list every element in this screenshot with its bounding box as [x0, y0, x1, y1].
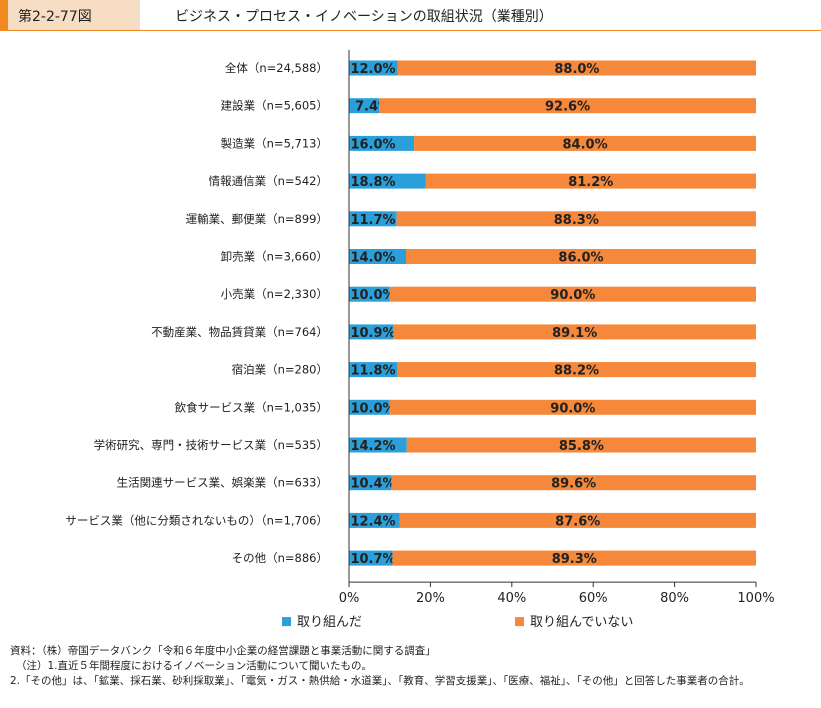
- bar-value-label-done: 10.7%: [350, 552, 395, 567]
- bar-segment-done: [349, 98, 380, 114]
- category-label: 運輸業、郵便業（n=899）: [186, 212, 328, 226]
- bar-segment-done: [349, 249, 406, 264]
- category-label: 学術研究、専門・技術サービス業（n=535）: [94, 438, 328, 452]
- bar-value-label-not-done: 81.2%: [568, 175, 613, 190]
- bar-segment-not-done: [389, 399, 756, 415]
- bar-value-label-not-done: 89.3%: [552, 552, 597, 567]
- bar-segment-done: [349, 512, 400, 528]
- bar-segment-not-done: [405, 249, 756, 264]
- bar-value-label-done: 12.0%: [350, 62, 395, 77]
- legend-swatch: [515, 617, 524, 627]
- bar-value-label-not-done: 89.6%: [551, 477, 596, 492]
- chart-notes: 資料：（株）帝国データバンク「令和６年度中小企業の経営課題と事業活動に関する調査…: [10, 644, 815, 689]
- category-label: 宿泊業（n=280）: [232, 363, 328, 377]
- category-label: 製造業（n=5,713）: [221, 136, 328, 150]
- bar-value-label-done: 18.8%: [350, 175, 395, 190]
- bar-segment-not-done: [393, 324, 756, 340]
- bar-segment-done: [349, 211, 397, 227]
- bar-segment-not-done: [391, 475, 756, 491]
- bar-value-label-done: 10.4%: [350, 477, 395, 492]
- x-tick-label: 0%: [339, 591, 360, 606]
- bar-segment-not-done: [425, 173, 756, 189]
- bar-value-label-done: 12.4%: [350, 514, 395, 529]
- bar-segment-not-done: [389, 286, 756, 302]
- bar-value-label-not-done: 88.2%: [554, 364, 599, 379]
- bar-segment-done: [349, 437, 407, 453]
- bar-segment-done: [349, 135, 415, 151]
- bar-value-label-not-done: 86.0%: [558, 251, 603, 266]
- bar-value-label-not-done: 88.3%: [554, 213, 599, 228]
- bar-value-label-done: 10.0%: [350, 288, 395, 303]
- bar-value-label-done: 10.0%: [350, 401, 395, 416]
- bar-value-label-done: 16.0%: [350, 137, 395, 152]
- bar-segment-done: [349, 60, 398, 76]
- category-label: 飲食サービス業（n=1,035）: [175, 400, 328, 414]
- category-label: 不動産業、物品賃貸業（n=764）: [151, 325, 328, 339]
- bar-value-label-done: 14.2%: [350, 439, 395, 454]
- source-note: 資料：（株）帝国データバンク「令和６年度中小企業の経営課題と事業活動に関する調査…: [10, 645, 436, 657]
- bar-value-label-not-done: 92.6%: [545, 100, 590, 115]
- category-label: 全体（n=24,588）: [225, 61, 328, 75]
- x-tick-label: 40%: [497, 591, 526, 606]
- x-tick-label: 100%: [737, 591, 774, 606]
- bar-value-label-done: 14.0%: [350, 251, 395, 266]
- bar-segment-not-done: [406, 437, 756, 453]
- category-label: 卸売業（n=3,660）: [221, 250, 328, 264]
- bar-value-label-done: 11.7%: [350, 213, 395, 228]
- category-label: 建設業（n=5,605）: [221, 99, 328, 113]
- bar-segment-done: [349, 173, 426, 189]
- category-label: 情報通信業（n=542）: [209, 174, 328, 188]
- bar-segment-not-done: [399, 512, 756, 528]
- category-label: 小売業（n=2,330）: [221, 287, 328, 301]
- bar-value-label-done: 10.9%: [350, 326, 395, 341]
- figure-header: 第2-2-77図 ビジネス・プロセス・イノベーションの取組状況（業種別）: [0, 0, 821, 31]
- header-divider: [0, 30, 821, 31]
- note-1: （注）1.直近５年間程度におけるイノベーション活動について聞いたもの。: [16, 660, 372, 672]
- stacked-bar-chart: 全体（n=24,588） 12.0% 88.0%建設業（n=5,605） 7.4% 92…: [65, 50, 775, 630]
- x-tick-label: 60%: [579, 591, 608, 606]
- bar-segment-done: [349, 286, 390, 302]
- bar-segment-not-done: [392, 550, 756, 566]
- bar-segment-not-done: [379, 98, 756, 114]
- bar-segment-not-done: [397, 60, 756, 76]
- bar-value-label-done: 11.8%: [350, 364, 395, 379]
- category-label: 生活関連サービス業、娯楽業（n=633）: [117, 476, 328, 490]
- figure-label: 第2-2-77図: [18, 9, 92, 25]
- legend-label: 取り組んでいない: [530, 615, 633, 630]
- bar-value-label-not-done: 88.0%: [554, 62, 599, 77]
- bar-value-label-not-done: 84.0%: [563, 137, 608, 152]
- category-label: サービス業（他に分類されないもの）（n=1,706）: [65, 513, 328, 527]
- bar-segment-done: [349, 475, 392, 491]
- bar-segment-not-done: [397, 362, 756, 378]
- bar-segment-done: [349, 399, 390, 415]
- bar-value-label-not-done: 90.0%: [550, 288, 595, 303]
- bar-segment-done: [349, 324, 394, 340]
- bar-value-label-not-done: 89.1%: [552, 326, 597, 341]
- x-tick-label: 20%: [416, 591, 445, 606]
- legend-label: 取り組んだ: [297, 615, 362, 630]
- bar-value-label-not-done: 90.0%: [550, 401, 595, 416]
- category-label: その他（n=886）: [232, 551, 328, 565]
- header-accent-bar: [0, 0, 8, 30]
- legend-swatch: [282, 617, 291, 627]
- note-2: 2.「その他」は、「鉱業、採石業、砂利採取業」、「電気・ガス・熱供給・水道業」、…: [10, 675, 750, 687]
- bar-segment-done: [349, 550, 393, 566]
- bar-segment-not-done: [396, 211, 756, 227]
- bar-value-label-not-done: 87.6%: [555, 514, 600, 529]
- figure-label-box: [8, 0, 140, 30]
- bar-segment-done: [349, 362, 398, 378]
- bar-value-label-not-done: 85.8%: [559, 439, 604, 454]
- bar-segment-not-done: [414, 135, 756, 151]
- figure-title: ビジネス・プロセス・イノベーションの取組状況（業種別）: [175, 9, 553, 25]
- x-tick-label: 80%: [660, 591, 689, 606]
